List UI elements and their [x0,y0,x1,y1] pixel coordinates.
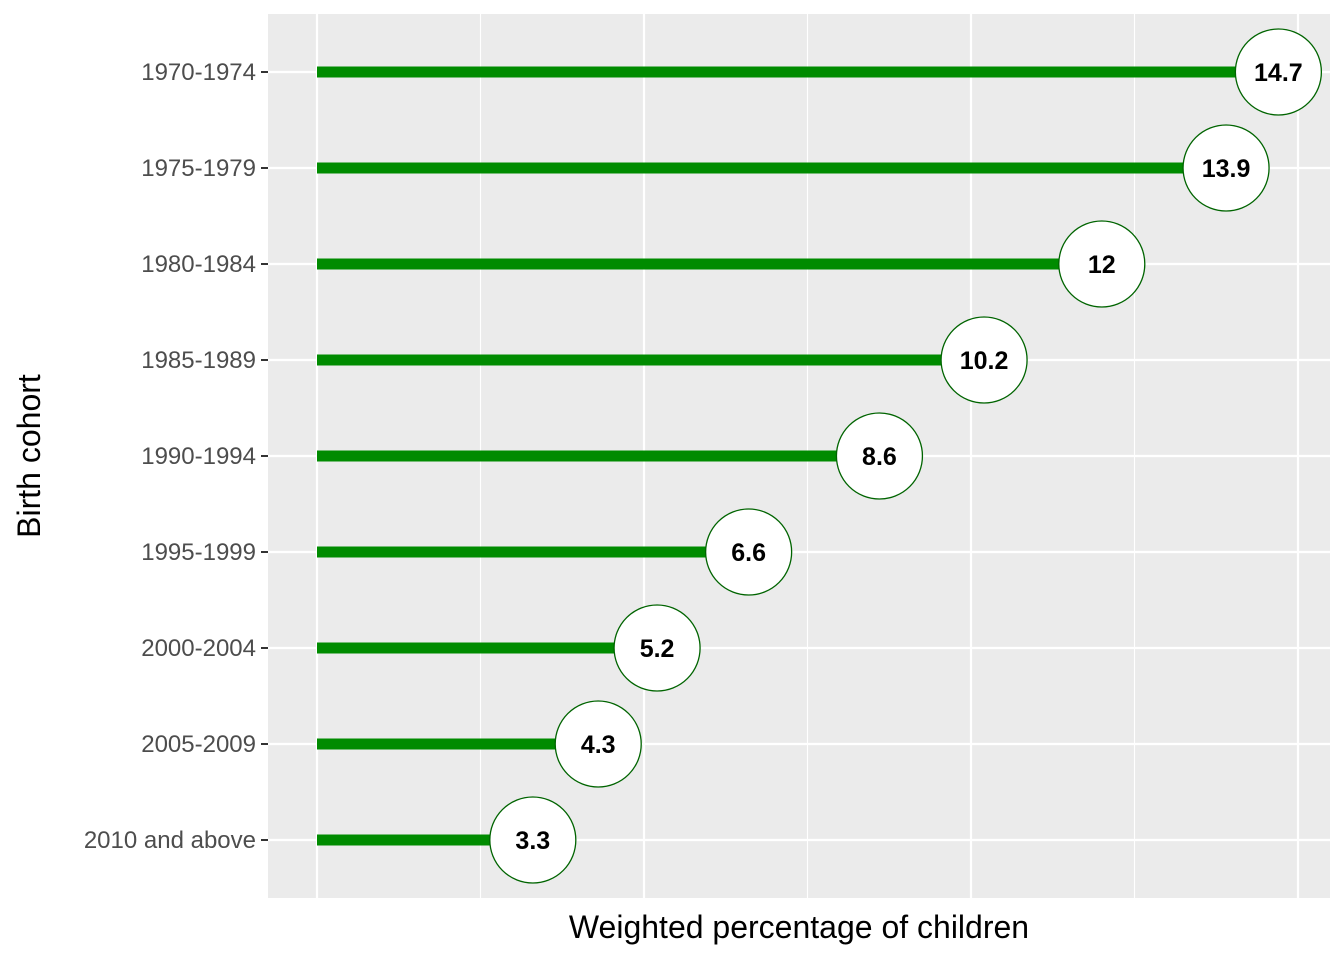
y-tick-label: 2000-2004 [141,635,256,662]
lollipop-stems [317,66,1279,846]
data-label: 3.3 [515,827,550,855]
y-tick-label: 1980-1984 [141,251,256,278]
lollipop-marker [704,508,793,596]
data-label: 8.6 [862,443,897,471]
lollipop-marker [1058,220,1146,308]
y-tick-label: 1970-1974 [141,59,256,86]
lollipop-marker [835,412,924,500]
x-axis-title: Weighted percentage of children [569,909,1029,945]
y-tick-label: 2010 and above [84,827,256,854]
y-axis: 1970-1974 1975-1979 1980-1984 1985-1989 1990… [84,59,268,854]
lollipop-marker [554,700,642,788]
data-label: 6.6 [731,539,766,567]
data-label: 10.2 [960,347,1009,375]
data-label: 13.9 [1202,155,1251,183]
lollipop-marker [489,796,577,884]
y-tick-label: 1975-1979 [141,155,256,182]
y-tick-label: 1990-1994 [141,443,256,470]
lollipop-marker [613,604,701,692]
lollipop-markers: 14.7 13.9 12 10.2 8.6 6.6 5.2 4.3 3.3 [489,28,1323,884]
lollipop-marker [1234,28,1323,116]
data-label: 12 [1088,251,1116,279]
y-axis-title: Birth cohort [11,374,47,538]
data-label: 4.3 [581,731,616,759]
data-label: 14.7 [1254,59,1303,87]
data-label: 5.2 [640,635,675,663]
y-tick-label: 2005-2009 [141,731,256,758]
y-tick-label: 1995-1999 [141,539,256,566]
y-tick-label: 1985-1989 [141,347,256,374]
lollipop-marker [940,316,1028,404]
lollipop-marker [1182,124,1270,212]
